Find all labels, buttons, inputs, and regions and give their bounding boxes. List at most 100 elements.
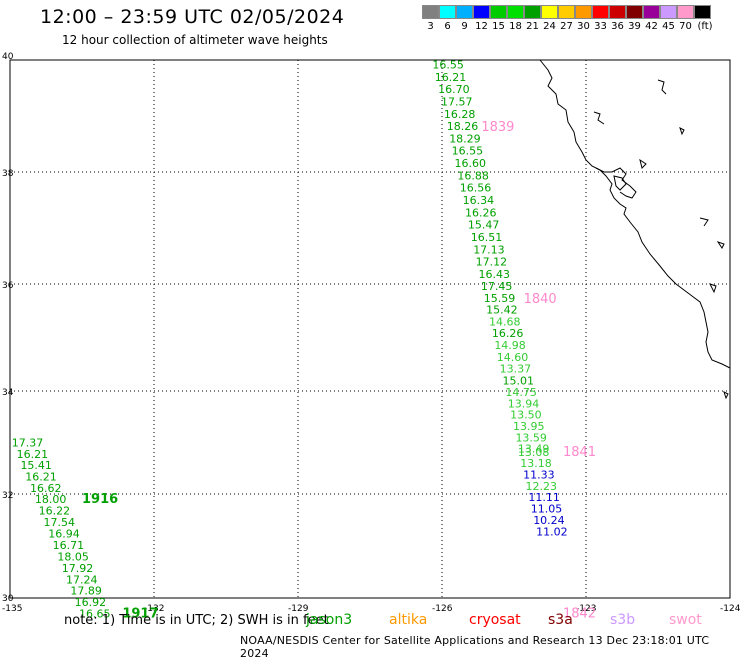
mission-jason3: jason3 <box>306 612 353 628</box>
scale-label: 6 <box>444 21 451 32</box>
wave-height-label: 18.05 <box>57 550 89 563</box>
scale-swatch <box>557 5 575 19</box>
pass-time-label: 1839 <box>481 120 514 135</box>
mission-s3b: s3b <box>610 612 636 628</box>
wave-height-label: 17.13 <box>473 243 505 256</box>
track-east-labels: 16.5516.2116.7017.5716.2818.2618.2916.55… <box>432 58 567 538</box>
wave-height-label: 13.18 <box>520 457 552 470</box>
pass-time-label: 1917 <box>122 607 158 622</box>
scale-label: 21 <box>526 21 539 32</box>
scale-label: 12 <box>475 21 488 32</box>
scale-label: 24 <box>543 21 556 32</box>
scale-swatch <box>523 5 541 19</box>
latitude-labels: 40 38 36 34 32 30 <box>2 52 14 604</box>
wave-height-label: 16.28 <box>444 108 476 121</box>
scale-swatch <box>642 5 660 19</box>
color-scale <box>422 5 711 19</box>
wave-height-label: 16.51 <box>471 231 503 244</box>
scale-label: 15 <box>492 21 505 32</box>
lat-tick-label: 38 <box>2 169 14 179</box>
wave-height-label: 16.71 <box>53 539 85 552</box>
time-labels: 1839 1840 1841 1842 1916 1917 <box>82 120 596 621</box>
scale-label: 42 <box>645 21 658 32</box>
lat-tick-label: 30 <box>2 594 14 604</box>
wave-height-label: 14.68 <box>489 315 521 328</box>
wave-height-label: 11.11 <box>528 491 560 504</box>
wave-height-label: 15.01 <box>502 374 533 387</box>
wave-height-label: 18.00 <box>35 493 66 506</box>
wave-height-label: 16.26 <box>492 327 524 340</box>
mission-s3a: s3a <box>548 612 573 628</box>
scale-label: (ft) <box>697 21 713 32</box>
lon-tick-label: -123 <box>576 604 596 614</box>
wave-height-label: 15.42 <box>486 304 518 317</box>
scale-swatch <box>693 5 711 19</box>
wave-height-label: 17.45 <box>481 280 513 293</box>
wave-height-label: 15.41 <box>20 459 52 472</box>
scale-swatch <box>608 5 626 19</box>
wave-height-label: 16.26 <box>465 206 497 219</box>
wave-height-label: 16.60 <box>454 157 486 170</box>
scale-label: 39 <box>628 21 641 32</box>
pass-time-label: 1840 <box>524 292 557 307</box>
pass-time-label: 1842 <box>563 607 596 622</box>
wave-height-label: 17.12 <box>476 256 508 269</box>
mission-cryosat: cryosat <box>469 612 521 628</box>
scale-swatch <box>540 5 558 19</box>
wave-height-label: 13.08 <box>518 446 550 459</box>
color-scale-labels: 3 6 9 12 15 18 21 24 27 30 33 36 39 42 45 70 (ft) <box>422 21 716 32</box>
wave-height-label: 15.47 <box>468 219 500 232</box>
wave-height-label: 13.59 <box>515 431 547 444</box>
wave-height-label: 17.57 <box>441 95 473 108</box>
wave-height-label: 16.62 <box>30 482 62 495</box>
wave-height-label: 16.21 <box>17 448 48 461</box>
pass-time-label: 1841 <box>563 445 596 460</box>
wave-height-label: 10.24 <box>533 514 565 527</box>
wave-height-label: 17.92 <box>62 562 94 575</box>
wave-height-label: 16.92 <box>75 596 107 609</box>
scale-swatch <box>625 5 643 19</box>
scale-label: 18 <box>509 21 522 32</box>
grid-lines <box>10 60 730 598</box>
wave-height-label: 16.56 <box>460 182 492 195</box>
lon-tick-label: -124 <box>720 604 740 614</box>
wave-height-label: 16.55 <box>452 145 484 158</box>
wave-height-label: 16.65 <box>79 608 111 621</box>
mission-altika: altika <box>389 612 428 628</box>
mission-swot: swot <box>669 612 702 628</box>
scale-label: 27 <box>560 21 573 32</box>
footer-credit: NOAA/NESDIS Center for Satellite Applica… <box>240 634 710 660</box>
scale-swatch <box>659 5 677 19</box>
wave-height-label: 13.94 <box>508 397 540 410</box>
scale-swatch <box>455 5 473 19</box>
wave-height-label: 13.37 <box>500 363 531 376</box>
wave-height-label: 16.94 <box>48 528 80 541</box>
wave-height-label: 15.59 <box>484 292 516 305</box>
wave-height-label: 11.33 <box>523 468 555 481</box>
scale-label: 70 <box>679 21 692 32</box>
lon-tick-label: -129 <box>288 604 309 614</box>
lat-tick-label: 32 <box>2 491 13 501</box>
longitude-labels: -135 -132 -129 -126 -123 -124 <box>2 604 740 614</box>
track-west-labels: 17.3716.2115.4116.2116.6218.0016.2217.54… <box>12 437 111 621</box>
lon-tick-label: -135 <box>2 604 22 614</box>
scale-label: 33 <box>594 21 607 32</box>
wave-height-label: 13.50 <box>510 409 542 422</box>
scale-swatch <box>422 5 439 19</box>
wave-height-label: 16.43 <box>478 268 510 281</box>
wave-height-label: 18.29 <box>449 132 481 145</box>
wave-height-label: 14.60 <box>497 351 528 364</box>
wave-height-label: 16.21 <box>25 470 56 483</box>
wave-height-label: 16.22 <box>39 505 71 518</box>
wave-height-label: 14.75 <box>505 386 537 399</box>
page-title: 12:00 – 23:59 UTC 02/05/2024 <box>40 6 345 28</box>
map-frame <box>9 59 731 599</box>
wave-height-label: 16.34 <box>463 194 495 207</box>
scale-label: 36 <box>611 21 624 32</box>
scale-swatch <box>591 5 609 19</box>
lat-tick-label: 40 <box>2 52 14 62</box>
lon-tick-label: -126 <box>432 604 453 614</box>
wave-height-label: 11.05 <box>531 503 563 516</box>
wave-height-label: 17.54 <box>43 516 74 529</box>
